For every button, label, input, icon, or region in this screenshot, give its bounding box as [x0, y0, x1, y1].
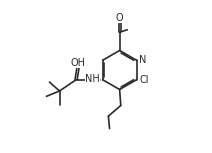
Text: N: N: [139, 55, 146, 65]
Text: OH: OH: [70, 58, 85, 68]
Text: O: O: [116, 13, 123, 23]
Text: Cl: Cl: [139, 75, 149, 85]
Text: NH: NH: [85, 74, 100, 84]
